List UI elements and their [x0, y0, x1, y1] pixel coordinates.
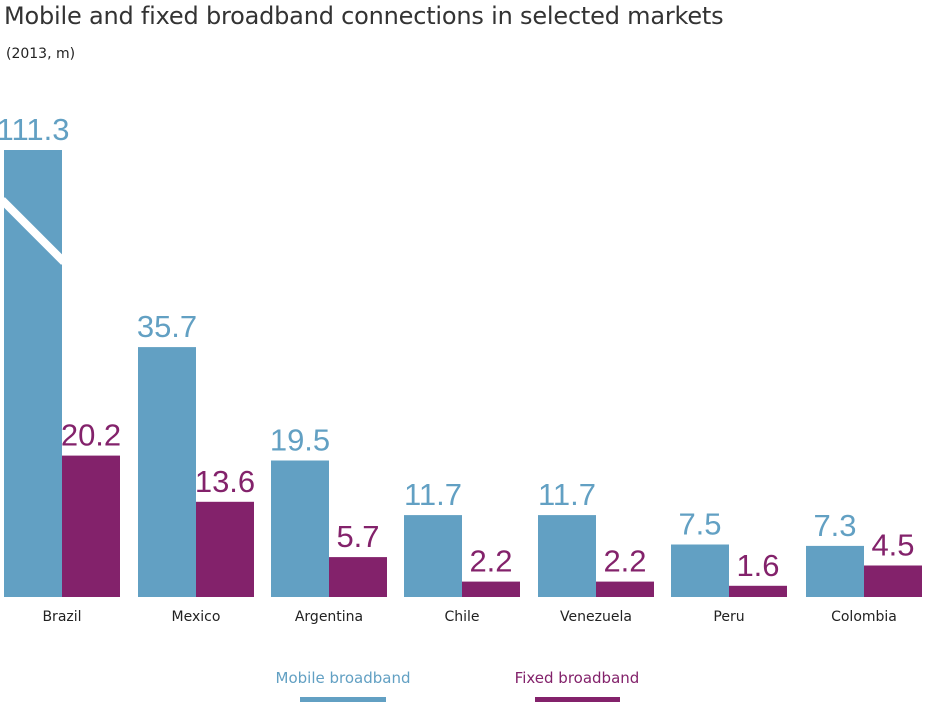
category-label-venezuela: Venezuela [560, 609, 632, 625]
bar-fixed-broadband-mexico [196, 501, 254, 597]
value-label-mobile-broadband-chile: 11.7 [404, 477, 462, 512]
legend-label-mobile-broadband: Mobile broadband [276, 669, 411, 687]
legend-swatch-mobile-broadband [300, 697, 386, 702]
category-label-colombia: Colombia [831, 609, 897, 625]
bar-mobile-broadband-chile [404, 515, 462, 597]
bar-fixed-broadband-venezuela [596, 581, 654, 597]
category-label-mexico: Mexico [172, 609, 221, 625]
chart-subtitle: (2013, m) [6, 46, 76, 62]
bar-mobile-broadband-peru [671, 544, 729, 597]
value-label-fixed-broadband-argentina: 5.7 [336, 519, 379, 554]
value-label-fixed-broadband-brazil: 20.2 [61, 418, 121, 453]
chart-title: Mobile and fixed broadband connections i… [4, 2, 724, 30]
bar-fixed-broadband-peru [729, 585, 787, 597]
value-label-mobile-broadband-argentina: 19.5 [270, 423, 330, 458]
value-label-fixed-broadband-venezuela: 2.2 [603, 544, 646, 579]
legend-swatch-fixed-broadband [535, 697, 620, 702]
legend-label-fixed-broadband: Fixed broadband [515, 669, 640, 687]
bar-fixed-broadband-chile [462, 581, 520, 597]
value-label-mobile-broadband-mexico: 35.7 [137, 309, 197, 344]
bar-fixed-broadband-brazil [62, 455, 120, 597]
value-label-fixed-broadband-chile: 2.2 [469, 544, 512, 579]
category-label-peru: Peru [713, 609, 744, 625]
axis-break-mark [0, 197, 67, 265]
value-label-mobile-broadband-brazil: 111.3 [0, 112, 69, 147]
value-label-mobile-broadband-venezuela: 11.7 [538, 477, 596, 512]
value-label-fixed-broadband-colombia: 4.5 [871, 528, 914, 563]
bar-fixed-broadband-colombia [864, 565, 922, 597]
value-label-fixed-broadband-mexico: 13.6 [195, 464, 255, 499]
value-label-mobile-broadband-colombia: 7.3 [813, 508, 856, 543]
bar-mobile-broadband-mexico [138, 347, 196, 597]
value-label-mobile-broadband-peru: 7.5 [678, 507, 721, 542]
bar-fixed-broadband-argentina [329, 557, 387, 597]
bar-mobile-broadband-venezuela [538, 515, 596, 597]
bar-mobile-broadband-argentina [271, 460, 329, 597]
bar-mobile-broadband-brazil [4, 150, 62, 597]
value-label-fixed-broadband-peru: 1.6 [736, 548, 779, 583]
category-label-brazil: Brazil [42, 609, 81, 625]
category-label-chile: Chile [444, 609, 479, 625]
bar-mobile-broadband-colombia [806, 545, 864, 597]
category-label-argentina: Argentina [295, 609, 363, 625]
